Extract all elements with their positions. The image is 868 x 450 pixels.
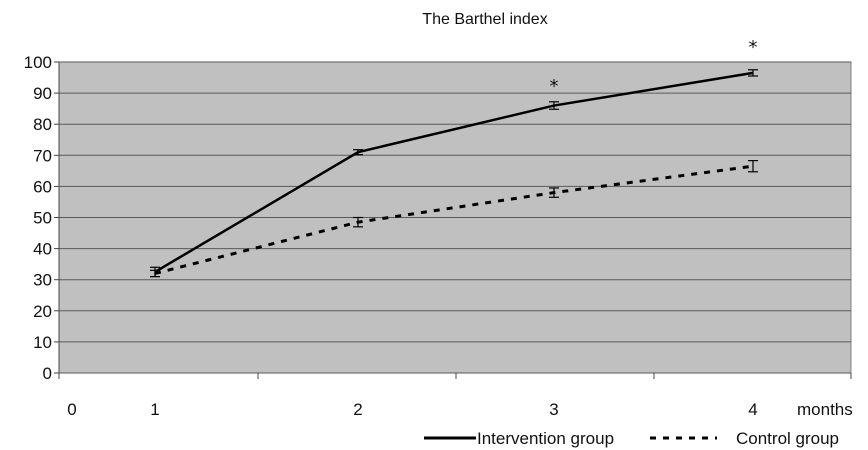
legend: Intervention group Control group: [424, 429, 839, 448]
y-tick-label: 60: [33, 177, 52, 196]
x-tick-label: 4: [748, 400, 757, 419]
error-bar: [748, 69, 758, 77]
series-line-intervention: [154, 71, 754, 274]
legend-label-control: Control group: [736, 429, 839, 448]
series-line-control: [154, 164, 754, 275]
y-tick-label: 10: [33, 333, 52, 352]
y-tick-label: 30: [33, 271, 52, 290]
chart-title: The Barthel index: [422, 11, 547, 28]
annotations: **: [550, 37, 758, 97]
legend-label-intervention: Intervention group: [477, 429, 614, 448]
y-tick-label: 50: [33, 209, 52, 228]
error-bar: [353, 216, 363, 228]
x-axis-label: months: [797, 400, 853, 419]
gridlines: [59, 61, 851, 374]
y-tick-label: 20: [33, 302, 52, 321]
y-tick-label: 40: [33, 240, 52, 259]
x-tick-label: 3: [549, 400, 558, 419]
error-bar: [549, 101, 559, 110]
y-tick-label: 70: [33, 146, 52, 165]
y-tick-label: 80: [33, 115, 52, 134]
error-bar: [549, 187, 559, 198]
x-axis: 0 1 2 3 4: [58, 373, 852, 419]
error-bar: [150, 269, 160, 278]
x-tick-label: 0: [67, 400, 76, 419]
x-tick-label: 1: [150, 400, 159, 419]
y-tick-label: 90: [33, 84, 52, 103]
y-axis: 0 10 20 30 40 50 60 70 80 90 100: [24, 53, 60, 383]
y-tick-label: 0: [43, 364, 52, 383]
y-tick-label: 100: [24, 53, 52, 72]
significance-asterisk: *: [749, 37, 758, 58]
series-lines: [154, 71, 754, 275]
error-bar: [748, 159, 758, 173]
x-tick-label: 2: [353, 400, 362, 419]
error-bars: [150, 69, 758, 278]
significance-asterisk: *: [550, 76, 559, 97]
error-bar: [353, 149, 363, 156]
